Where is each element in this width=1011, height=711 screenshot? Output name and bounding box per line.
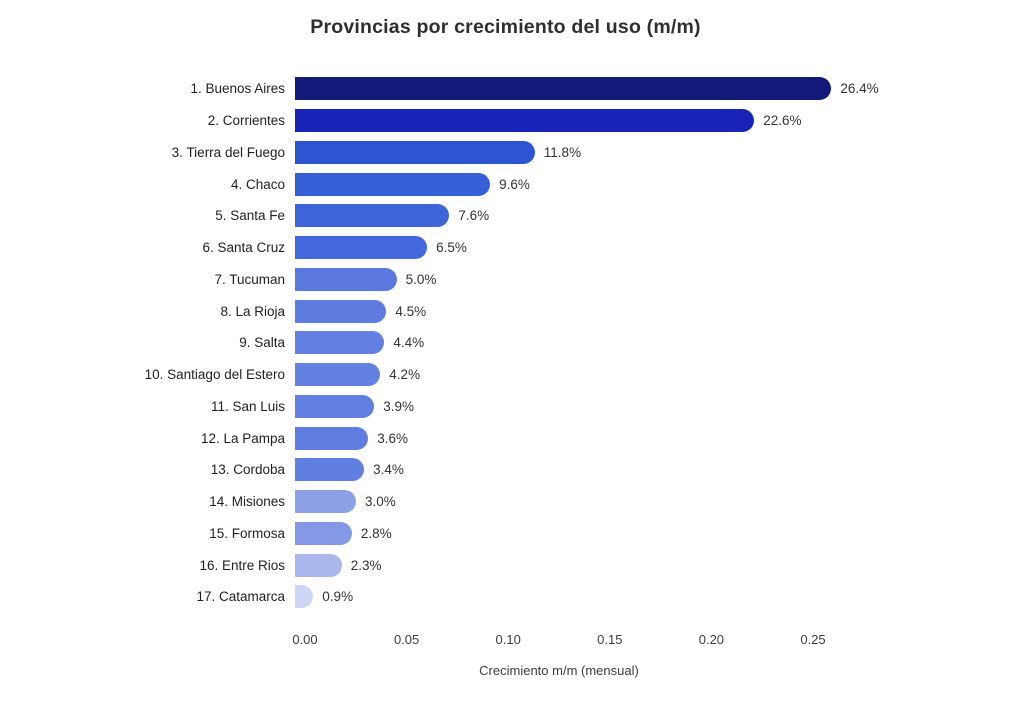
x-tick-label: 0.15 — [597, 632, 623, 647]
x-axis: 0.00 0.05 0.10 0.15 0.20 0.25 — [292, 632, 865, 650]
bar-row: 10. Santiago del Estero 4.2% — [0, 359, 1011, 391]
bar-track: 2.8% — [295, 521, 392, 545]
bar — [295, 140, 535, 164]
bar-track: 2.3% — [295, 553, 382, 577]
category-label: 14. Misiones — [209, 494, 285, 510]
chart-title: Provincias por crecimiento del uso (m/m) — [310, 16, 701, 38]
value-label: 4.2% — [389, 367, 421, 383]
bar-track: 0.9% — [295, 585, 354, 609]
bar — [295, 109, 755, 133]
bar — [295, 585, 314, 609]
bar-track: 4.4% — [295, 331, 425, 355]
bar — [295, 394, 375, 418]
bar — [295, 299, 387, 323]
bar-row: 9. Salta 4.4% — [0, 327, 1011, 359]
bar-track: 7.6% — [295, 204, 490, 228]
bar-track: 26.4% — [295, 77, 879, 101]
value-label: 5.0% — [405, 271, 437, 287]
bar-row: 7. Tucuman 5.0% — [0, 264, 1011, 296]
category-label: 1. Buenos Aires — [190, 81, 285, 97]
bar — [295, 521, 352, 545]
bar — [295, 204, 450, 228]
category-label: 2. Corrientes — [207, 113, 285, 129]
x-tick-label: 0.00 — [292, 632, 318, 647]
category-label: 12. La Pampa — [200, 430, 285, 446]
category-label: 9. Salta — [239, 335, 285, 351]
category-label: 3. Tierra del Fuego — [171, 144, 285, 160]
bar-row: 3. Tierra del Fuego 11.8% — [0, 137, 1011, 169]
value-label: 2.8% — [360, 525, 392, 541]
value-label: 3.0% — [365, 494, 396, 510]
bar — [295, 553, 342, 577]
bar-track: 3.0% — [295, 490, 396, 514]
bar — [295, 426, 369, 450]
category-label: 16. Entre Rios — [199, 557, 285, 573]
category-label: 5. Santa Fe — [215, 208, 285, 224]
bar-rows: 1. Buenos Aires 26.4% 2. Corrientes 22.6% 3.… — [0, 73, 1011, 613]
bar-row: 11. San Luis 3.9% — [0, 391, 1011, 423]
bar — [295, 172, 491, 196]
x-tick-label: 0.20 — [698, 632, 725, 647]
bar-row: 6. Santa Cruz 6.5% — [0, 232, 1011, 264]
bar-track: 4.5% — [295, 299, 427, 323]
bar — [295, 331, 385, 355]
value-label: 26.4% — [840, 81, 879, 97]
bar-row: 16. Entre Rios 2.3% — [0, 549, 1011, 581]
x-tick-label: 0.25 — [800, 632, 826, 647]
bar — [295, 77, 832, 101]
bar-track: 3.9% — [295, 394, 414, 418]
bar-row: 5. Santa Fe 7.6% — [0, 200, 1011, 232]
value-label: 6.5% — [436, 240, 467, 256]
bar-track: 11.8% — [295, 140, 582, 164]
bar-track: 4.2% — [295, 363, 421, 387]
bar-row: 1. Buenos Aires 26.4% — [0, 73, 1011, 105]
bar-row: 2. Corrientes 22.6% — [0, 105, 1011, 137]
value-label: 2.3% — [350, 557, 382, 573]
category-label: 7. Tucuman — [214, 271, 285, 287]
bar-row: 15. Formosa 2.8% — [0, 518, 1011, 550]
value-label: 0.9% — [322, 589, 354, 605]
category-label: 6. Santa Cruz — [202, 240, 285, 256]
category-label: 4. Chaco — [230, 176, 285, 192]
x-tick-label: 0.10 — [495, 632, 521, 647]
value-label: 3.4% — [373, 462, 404, 478]
bar-track: 6.5% — [295, 236, 467, 260]
bar-track: 3.6% — [295, 426, 408, 450]
bar — [295, 236, 428, 260]
bar-row: 4. Chaco 9.6% — [0, 168, 1011, 200]
value-label: 3.9% — [383, 398, 414, 414]
value-label: 9.6% — [499, 176, 530, 192]
bar — [295, 458, 365, 482]
category-label: 10. Santiago del Estero — [144, 367, 285, 383]
x-tick-label: 0.05 — [393, 632, 420, 647]
category-label: 15. Formosa — [209, 525, 285, 541]
category-label: 17. Catamarca — [196, 589, 285, 605]
bar-row: 14. Misiones 3.0% — [0, 486, 1011, 518]
value-label: 7.6% — [458, 208, 490, 224]
category-label: 11. San Luis — [210, 398, 285, 414]
bar — [295, 267, 397, 291]
bar-row: 17. Catamarca 0.9% — [0, 581, 1011, 613]
bar-track: 9.6% — [295, 172, 530, 196]
value-label: 22.6% — [763, 113, 802, 129]
x-axis-label: Crecimiento m/m (mensual) — [479, 663, 639, 678]
bar-row: 12. La Pampa 3.6% — [0, 422, 1011, 454]
bar-row: 8. La Rioja 4.5% — [0, 295, 1011, 327]
value-label: 3.6% — [377, 430, 408, 446]
value-label: 4.5% — [395, 303, 427, 319]
value-label: 4.4% — [393, 335, 425, 351]
value-label: 11.8% — [543, 144, 582, 160]
bar-track: 22.6% — [295, 109, 802, 133]
bar — [295, 490, 356, 514]
bar-row: 13. Cordoba 3.4% — [0, 454, 1011, 486]
category-label: 8. La Rioja — [220, 303, 285, 319]
category-label: 13. Cordoba — [210, 462, 285, 478]
bar — [295, 363, 381, 387]
bar-track: 3.4% — [295, 458, 404, 482]
bar-track: 5.0% — [295, 267, 437, 291]
